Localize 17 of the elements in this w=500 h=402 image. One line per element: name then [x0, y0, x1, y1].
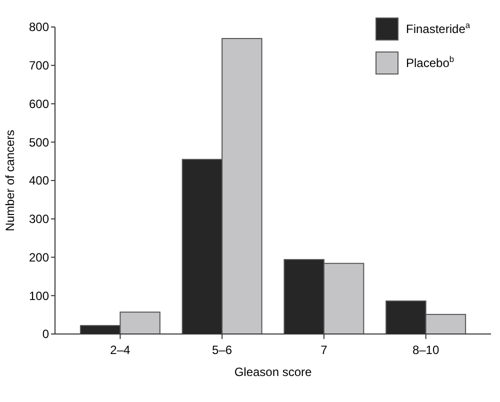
x-axis-title: Gleason score — [234, 365, 312, 379]
y-tick-label: 400 — [28, 174, 50, 188]
legend-label: Placebo$^{b}$ — [406, 54, 454, 70]
y-tick-label: 800 — [28, 20, 50, 34]
y-tick-label: 200 — [28, 250, 50, 264]
x-tick-label: 7 — [320, 343, 328, 357]
legend-label: Finasteride$^{a}$ — [406, 20, 470, 36]
y-axis-title: Number of cancers — [3, 130, 17, 232]
y-tick-label: 100 — [28, 288, 50, 303]
x-tick-label: 5–6 — [212, 343, 232, 357]
x-tick-label: 8–10 — [412, 343, 440, 357]
y-tick-label: 300 — [28, 212, 50, 226]
y-tick-label: 600 — [28, 96, 50, 111]
x-tick-label: 2–4 — [110, 343, 131, 357]
y-tick-label: 700 — [28, 58, 50, 73]
y-tick-label: 0 — [42, 327, 50, 342]
y-tick-label: 500 — [28, 135, 50, 150]
